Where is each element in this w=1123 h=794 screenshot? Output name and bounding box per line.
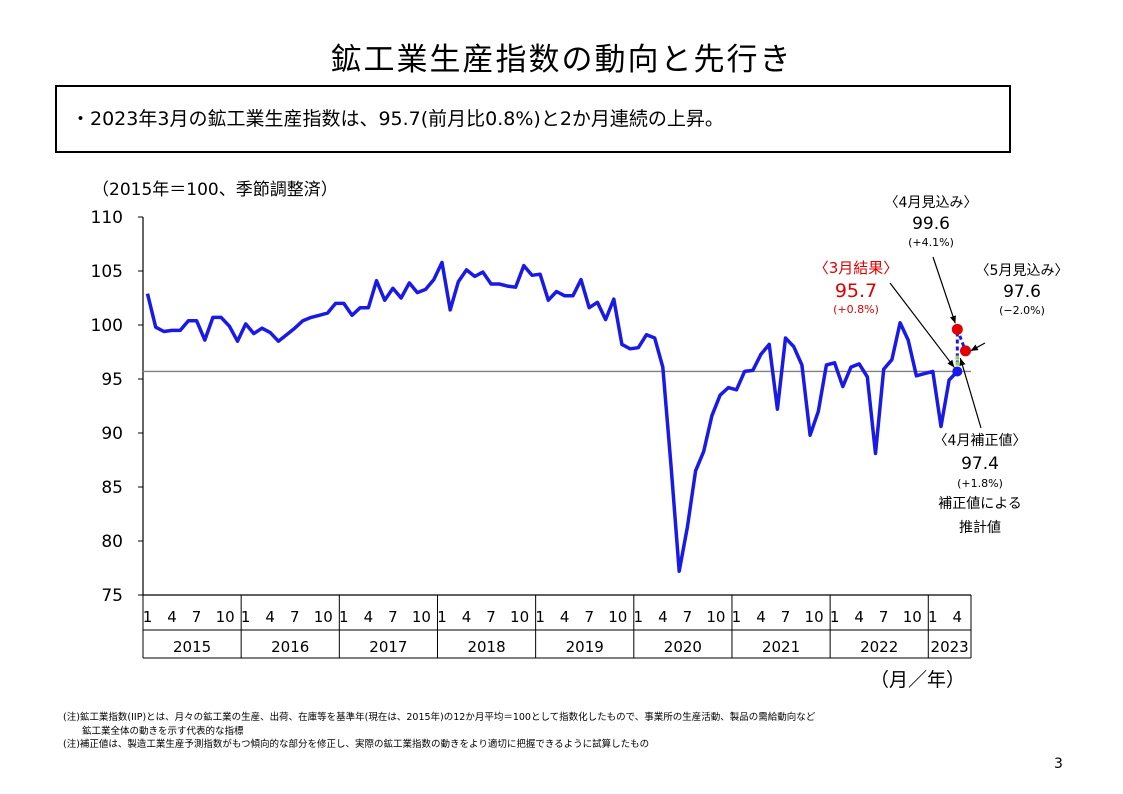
x-month-tick-label: 7 [879, 608, 889, 626]
x-month-tick-label: 10 [216, 608, 235, 626]
may-forecast-annotation: 〈5月見込み〉 97.6 (−2.0%) [962, 260, 1082, 317]
x-month-tick-label: 7 [584, 608, 594, 626]
page-number: 3 [1054, 756, 1063, 772]
x-month-tick-label: 4 [265, 608, 275, 626]
x-month-tick-label: 10 [903, 608, 922, 626]
x-month-tick-label: 7 [781, 608, 791, 626]
y-tick-label: 105 [91, 262, 123, 282]
may-forecast-value: 97.6 [1003, 282, 1041, 302]
footnote-2: (注)補正値は、製造工業生産予測指数がもつ傾向的な部分を修正し、実際の鉱工業指数… [63, 739, 650, 750]
production-index-series-line [145, 260, 959, 573]
april-corrected-change: (+1.8%) [957, 477, 1003, 490]
x-month-tick-label: 1 [732, 608, 742, 626]
x-month-tick-label: 7 [388, 608, 398, 626]
x-month-tick-label: 4 [658, 608, 668, 626]
y-unit-label: （2015年＝100、季節調整済） [92, 180, 338, 200]
x-month-tick-label: 4 [756, 608, 766, 626]
x-year-label: 2018 [467, 638, 505, 656]
x-month-tick-label: 10 [706, 608, 725, 626]
x-month-tick-label: 1 [437, 608, 447, 626]
x-month-tick-label: 1 [830, 608, 840, 626]
x-year-label: 2016 [271, 638, 309, 656]
x-month-tick-label: 4 [854, 608, 864, 626]
march-result-label: 〈3月結果〉 [813, 259, 899, 277]
april-forecast-arrow [932, 256, 956, 324]
march-result-annotation: 〈3月結果〉 95.7 (+0.8%) [806, 257, 906, 316]
april-corrected-arrow-head [959, 358, 966, 367]
x-year-label: 2019 [566, 638, 604, 656]
y-tick-label: 95 [101, 370, 123, 390]
y-tick-label: 90 [101, 424, 123, 444]
april-forecast-marker [951, 323, 963, 335]
x-month-tick-label: 7 [486, 608, 496, 626]
april-forecast-annotation: 〈4月見込み〉 99.6 (+4.1%) [876, 192, 986, 249]
x-month-tick-label: 1 [339, 608, 349, 626]
x-month-tick-label: 1 [241, 608, 251, 626]
y-tick-label: 110 [91, 208, 123, 228]
april-corrected-value: 97.4 [961, 454, 999, 474]
march-result-arrow [889, 282, 955, 368]
y-tick-label: 75 [101, 586, 123, 606]
april-corrected-label: 〈4月補正値〉 [933, 433, 1027, 449]
x-month-tick-label: 10 [608, 608, 627, 626]
x-unit-label: （月／年） [870, 669, 966, 691]
footnotes: (注)鉱工業指数(IIP)とは、月々の鉱工業の生産、出荷、在庫等を基準年(現在は… [63, 711, 815, 752]
x-month-tick-label: 1 [634, 608, 644, 626]
may-forecast-change: (−2.0%) [999, 304, 1045, 317]
may-forecast-arrow-head [970, 344, 979, 351]
x-year-label: 2015 [173, 638, 211, 656]
x-year-label: 2023 [931, 638, 969, 656]
x-year-label: 2020 [664, 638, 702, 656]
y-tick-label: 100 [91, 316, 123, 336]
x-month-tick-label: 1 [928, 608, 938, 626]
x-month-tick-label: 4 [167, 608, 177, 626]
x-month-tick-label: 4 [364, 608, 374, 626]
x-year-label: 2021 [762, 638, 800, 656]
x-month-tick-label: 10 [412, 608, 431, 626]
april-corrected-annotation: 〈4月補正値〉 97.4 (+1.8%) 補正値による 推計値 [920, 430, 1040, 537]
april-corrected-arrow [959, 357, 982, 429]
april-forecast-value: 99.6 [912, 214, 950, 234]
x-month-tick-label: 10 [314, 608, 333, 626]
may-forecast-label: 〈5月見込み〉 [975, 263, 1069, 279]
x-month-tick-label: 4 [462, 608, 472, 626]
x-month-tick-label: 1 [535, 608, 545, 626]
page-title: 鉱工業生産指数の動向と先行き [330, 42, 793, 78]
may-forecast-marker [960, 345, 971, 357]
x-month-tick-label: 4 [953, 608, 963, 626]
march-result-marker [952, 366, 963, 377]
y-tick-label: 85 [101, 478, 123, 498]
x-year-label: 2017 [369, 638, 407, 656]
march-result-arrow-head [947, 359, 955, 368]
x-month-tick-label: 7 [192, 608, 202, 626]
x-month-tick-label: 1 [143, 608, 153, 626]
march-result-change: (+0.8%) [833, 303, 879, 316]
x-month-tick-label: 10 [510, 608, 529, 626]
footnote-1-cont: 鉱工業全体の動きを示す代表的な指標 [63, 725, 244, 737]
x-year-label: 2022 [860, 638, 898, 656]
april-forecast-change: (+4.1%) [908, 236, 954, 249]
x-month-tick-label: 7 [683, 608, 693, 626]
april-forecast-label: 〈4月見込み〉 [884, 195, 978, 211]
y-tick-label: 80 [101, 532, 123, 552]
x-month-tick-label: 4 [560, 608, 570, 626]
march-result-value: 95.7 [834, 280, 878, 302]
april-corrected-note1: 補正値による [938, 496, 1022, 512]
april-forecast-arrow-head [950, 315, 956, 324]
footnote-1: (注)鉱工業指数(IIP)とは、月々の鉱工業の生産、出荷、在庫等を基準年(現在は… [63, 712, 816, 723]
summary-box: ・2023年3月の鉱工業生産指数は、95.7(前月比0.8%)と2か月連続の上昇… [55, 85, 1011, 153]
april-corrected-note2: 推計値 [959, 520, 1001, 536]
x-month-tick-label: 10 [805, 608, 824, 626]
x-month-tick-label: 7 [290, 608, 300, 626]
